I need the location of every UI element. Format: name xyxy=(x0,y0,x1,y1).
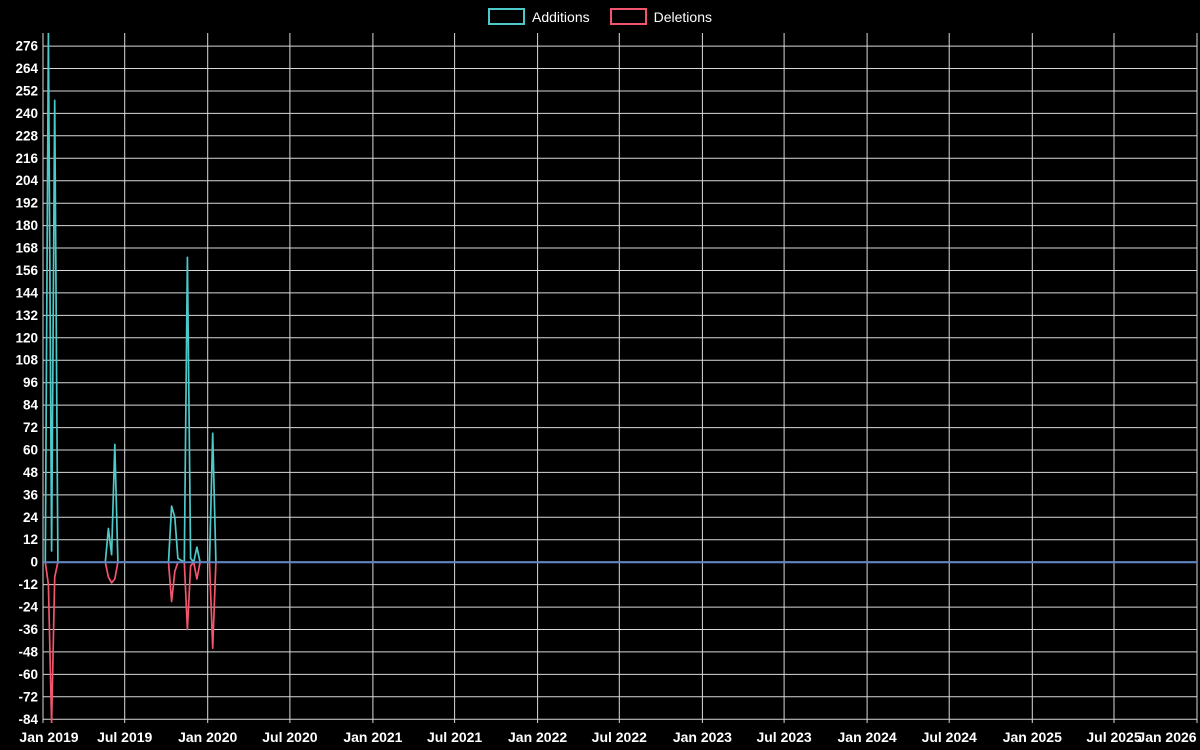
y-tick-label: -12 xyxy=(18,577,38,592)
grid xyxy=(42,33,1198,723)
y-tick-label: -84 xyxy=(18,712,38,727)
y-tick-label: 60 xyxy=(23,443,38,458)
series-lines xyxy=(44,33,1197,723)
legend-swatch-additions-icon xyxy=(488,8,526,25)
x-tick-label: Jan 2025 xyxy=(1003,729,1062,745)
legend-item-additions[interactable]: Additions xyxy=(488,8,590,25)
x-tick-label: Jan 2023 xyxy=(673,729,732,745)
y-tick-label: 276 xyxy=(15,39,38,54)
y-tick-label: -60 xyxy=(18,667,38,682)
x-axis-labels: Jan 2019 Jul 2019 Jan 2020 Jul 2020 Jan 2021… xyxy=(19,729,1196,745)
legend-label-additions: Additions xyxy=(532,8,590,25)
y-tick-label: 180 xyxy=(15,218,38,233)
y-tick-label: 96 xyxy=(23,375,39,390)
y-tick-label: 216 xyxy=(15,151,38,166)
y-tick-label: 36 xyxy=(23,487,39,502)
y-tick-label: -72 xyxy=(18,689,38,704)
y-tick-label: 132 xyxy=(15,308,38,323)
x-tick-label: Jul 2019 xyxy=(97,729,152,745)
x-tick-label: Jul 2023 xyxy=(756,729,811,745)
y-tick-label: -36 xyxy=(18,622,38,637)
y-tick-label: 144 xyxy=(15,285,38,300)
legend-label-deletions: Deletions xyxy=(653,8,712,25)
y-tick-label: 192 xyxy=(15,196,38,211)
legend-swatch-deletions-icon xyxy=(609,8,647,25)
y-tick-label: 48 xyxy=(23,465,39,480)
y-axis-labels: -84 -72 -60 -48 -36 -24 -12 0 12 24 36 48 60 72 84 96 10… xyxy=(15,39,38,727)
x-tick-label: Jan 2022 xyxy=(508,729,567,745)
y-tick-label: 0 xyxy=(30,555,38,570)
y-tick-label: 24 xyxy=(23,510,39,525)
series-line-additions xyxy=(44,33,1197,564)
x-tick-label: Jan 2024 xyxy=(838,729,897,745)
legend-item-deletions[interactable]: Deletions xyxy=(609,8,712,25)
series-line-deletions xyxy=(44,561,1197,723)
y-tick-label: 84 xyxy=(23,398,39,413)
y-tick-label: -24 xyxy=(18,600,38,615)
x-tick-label: Jul 2021 xyxy=(427,729,482,745)
x-tick-label: Jul 2024 xyxy=(922,729,977,745)
x-tick-label: Jul 2025 xyxy=(1086,729,1141,745)
chart-legend: Additions Deletions xyxy=(0,8,1200,25)
y-tick-label: 252 xyxy=(15,84,38,99)
y-tick-label: 168 xyxy=(15,241,38,256)
x-tick-label: Jan 2019 xyxy=(19,729,78,745)
y-tick-label: 120 xyxy=(15,330,38,345)
y-tick-label: 72 xyxy=(23,420,38,435)
x-tick-label: Jan 2026 xyxy=(1137,729,1196,745)
y-tick-label: 204 xyxy=(15,173,38,188)
y-tick-label: 228 xyxy=(15,128,38,143)
x-tick-label: Jul 2020 xyxy=(262,729,317,745)
x-tick-label: Jan 2021 xyxy=(343,729,402,745)
y-tick-label: -48 xyxy=(18,644,38,659)
y-tick-label: 156 xyxy=(15,263,38,278)
y-tick-label: 108 xyxy=(15,353,38,368)
x-tick-label: Jul 2022 xyxy=(592,729,647,745)
x-tick-label: Jan 2020 xyxy=(178,729,237,745)
y-tick-label: 264 xyxy=(15,61,38,76)
y-tick-label: 12 xyxy=(23,532,38,547)
y-tick-label: 240 xyxy=(15,106,38,121)
